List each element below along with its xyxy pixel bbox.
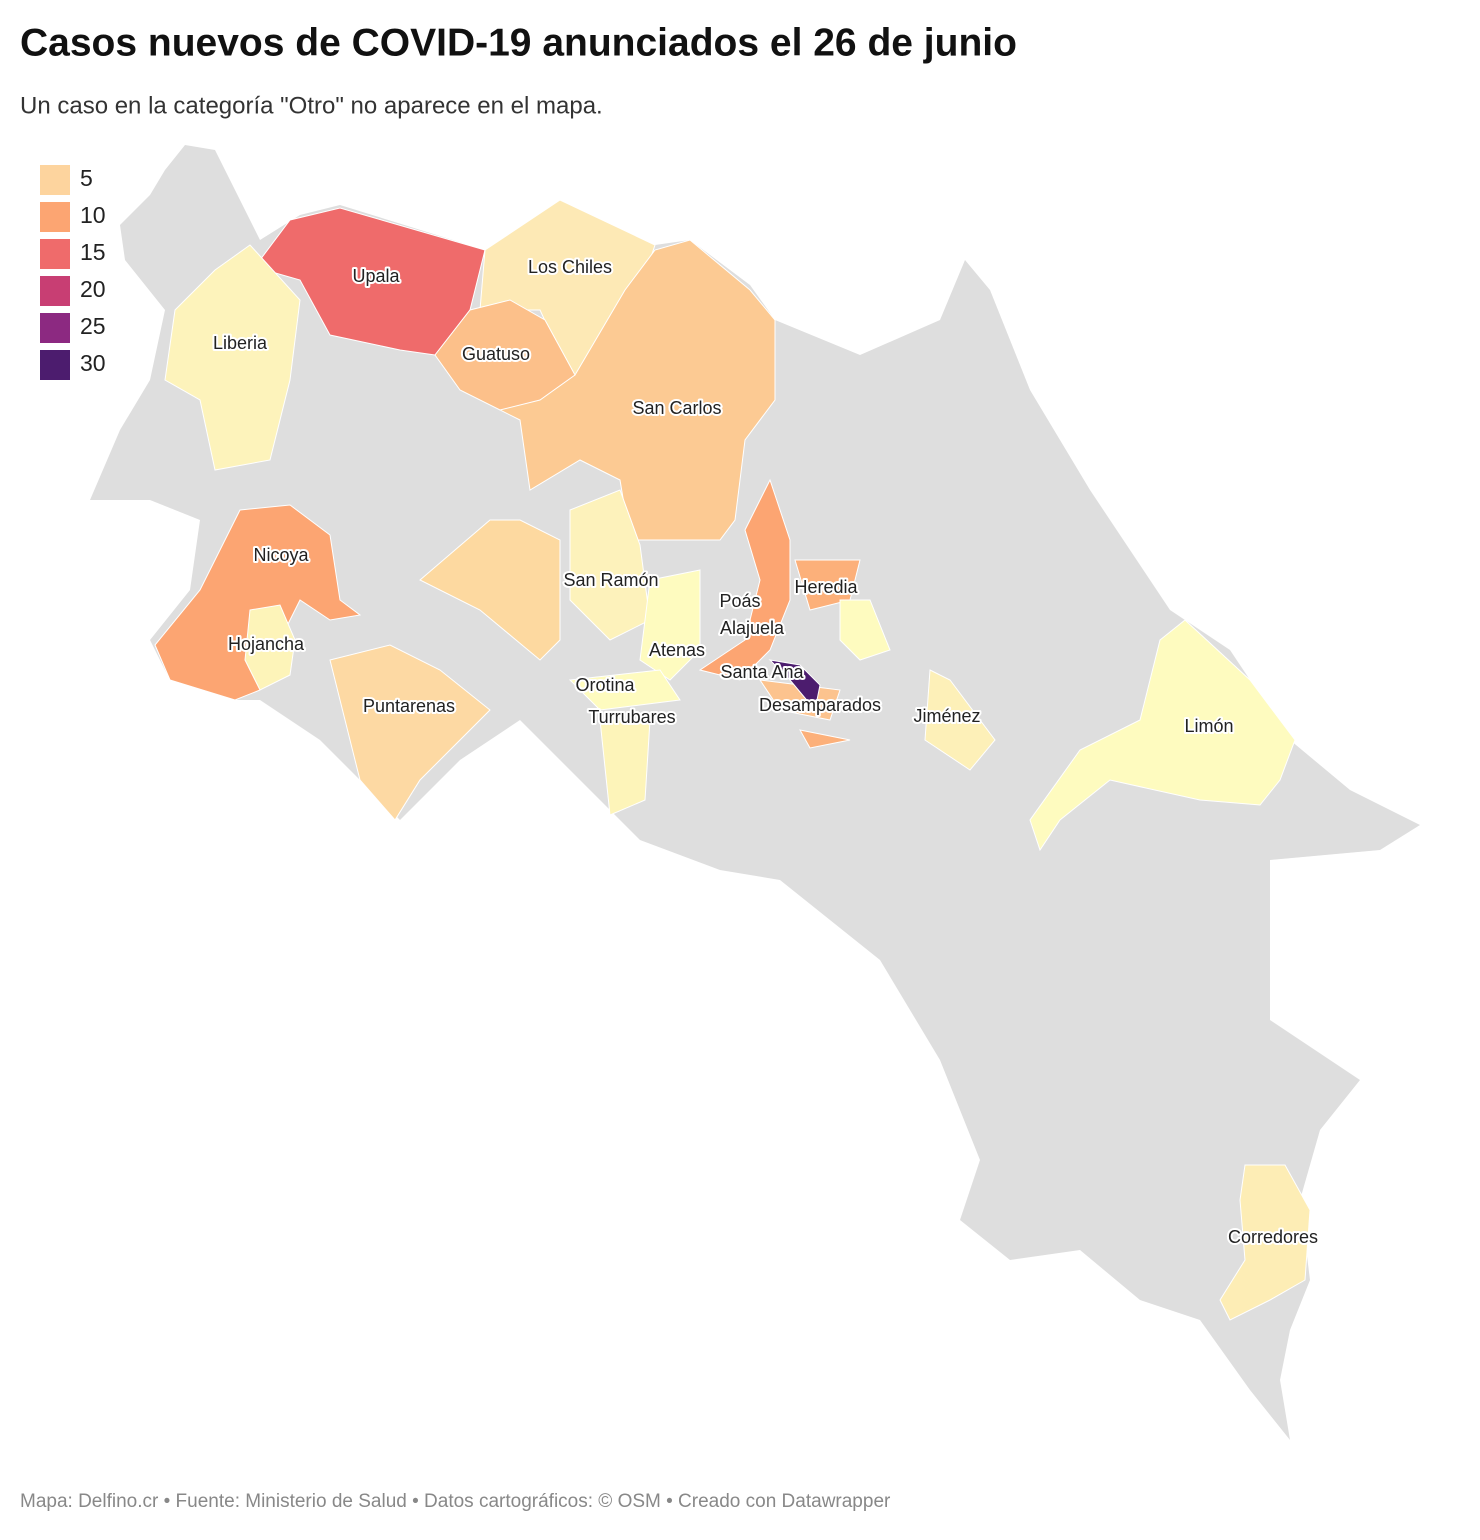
region-label: Heredia — [794, 577, 858, 597]
region-label: San Ramón — [563, 570, 658, 590]
legend-label: 15 — [80, 239, 106, 265]
legend-label: 30 — [80, 350, 106, 376]
region — [799, 729, 851, 749]
region — [434, 299, 576, 411]
legend-swatch — [40, 313, 70, 343]
region — [154, 504, 362, 701]
region-label: Nicoya — [253, 545, 309, 565]
region — [1219, 1164, 1311, 1321]
region-label: Puntarenas — [363, 696, 455, 716]
region-label: Desamparados — [759, 695, 881, 715]
region — [568, 669, 681, 711]
region — [329, 644, 491, 821]
legend: 5 10 15 20 25 30 — [40, 165, 106, 380]
region — [924, 669, 996, 771]
legend-label: 25 — [80, 313, 106, 339]
region — [244, 604, 296, 691]
region-labels: Upala Los Chiles Liberia Guatuso San Car… — [211, 255, 1320, 1249]
region — [164, 244, 301, 471]
region-label: Liberia — [213, 333, 268, 353]
legend-label: 20 — [80, 276, 106, 302]
legend-swatch — [40, 165, 70, 195]
country — [90, 145, 1420, 1440]
legend-swatch — [40, 276, 70, 306]
region-label: Corredores — [1228, 1227, 1318, 1247]
region-label: Turrubares — [588, 707, 675, 727]
region — [599, 719, 651, 816]
region — [698, 478, 791, 681]
region — [839, 599, 891, 661]
region-label: Santa Ana — [720, 662, 804, 682]
region-label: Poás — [719, 591, 760, 611]
region — [499, 239, 776, 541]
legend-label: 5 — [80, 165, 93, 191]
region-label: Limón — [1184, 716, 1233, 736]
region — [419, 519, 561, 661]
region-label: Hojancha — [228, 634, 305, 654]
subtitle: Un caso en la categoría "Otro" no aparec… — [20, 92, 603, 119]
region-label: San Carlos — [632, 398, 721, 418]
legend-swatch — [40, 202, 70, 232]
region-label: Alajuela — [720, 618, 785, 638]
region-label: Orotina — [575, 675, 635, 695]
map — [90, 145, 1420, 1440]
region — [1029, 619, 1296, 852]
legend-label: 10 — [80, 202, 106, 228]
region-label: Guatuso — [462, 344, 530, 364]
legend-swatch — [40, 350, 70, 380]
legend-swatch — [40, 239, 70, 269]
footer: Mapa: Delfino.cr • Fuente: Ministerio de… — [20, 1491, 891, 1512]
region-label: Atenas — [649, 640, 705, 660]
region — [768, 659, 821, 712]
region-label: Upala — [352, 266, 400, 286]
region-label: Los Chiles — [528, 257, 612, 277]
region — [639, 569, 701, 681]
region-label: Jiménez — [913, 706, 980, 726]
title: Casos nuevos de COVID-19 anunciados el 2… — [20, 21, 1017, 64]
